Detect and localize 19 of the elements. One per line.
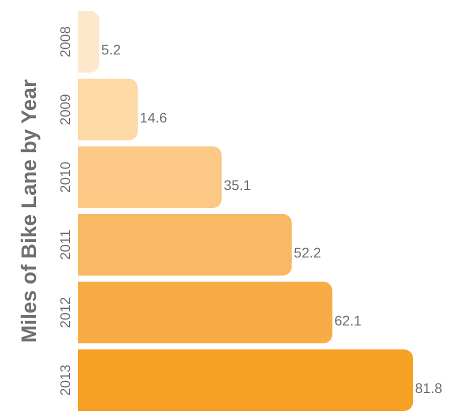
y-tick-label: 2013 xyxy=(57,364,73,396)
y-axis-title: Miles of Bike Lane by Year xyxy=(18,79,41,343)
data-label: 5.2 xyxy=(101,42,121,58)
bar xyxy=(78,11,100,73)
data-label: 52.2 xyxy=(294,244,322,261)
data-label: 81.8 xyxy=(415,380,442,396)
y-tick-label: 2011 xyxy=(57,230,73,260)
bar xyxy=(78,146,222,208)
y-tick-label: 2010 xyxy=(57,161,73,193)
bar xyxy=(78,349,413,411)
y-tick-label: 2012 xyxy=(57,296,73,328)
bar xyxy=(78,214,292,276)
data-label: 62.1 xyxy=(334,312,362,328)
y-tick-label: 2009 xyxy=(57,94,73,126)
data-label: 35.1 xyxy=(224,176,252,193)
y-tick-label: 2008 xyxy=(57,26,73,58)
bar xyxy=(78,282,332,344)
data-label: 14.6 xyxy=(140,109,168,126)
bar xyxy=(78,78,138,140)
